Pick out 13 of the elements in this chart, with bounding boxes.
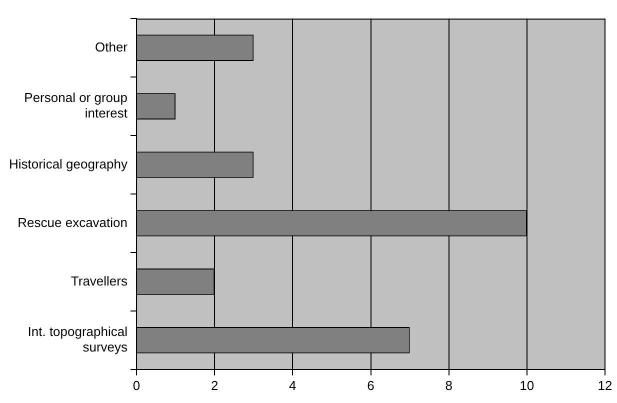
y-tick-label: Travellers [70,273,128,288]
y-tick-label: Personal or group interest [24,90,128,121]
x-tick-label: 6 [367,378,374,393]
x-tick-label: 10 [520,378,534,393]
x-tick-label: 12 [598,378,612,393]
y-tick-label: Int. topographical surveys [28,324,128,355]
x-tick-label: 8 [445,378,452,393]
y-tick-label: Other [94,39,128,54]
x-tick-label: 4 [289,378,296,393]
y-tick-label: Rescue excavation [18,214,128,230]
x-tick-label: 0 [132,378,140,393]
x-tick-label: 2 [210,378,218,393]
y-tick-label: Historical geography [8,156,128,172]
